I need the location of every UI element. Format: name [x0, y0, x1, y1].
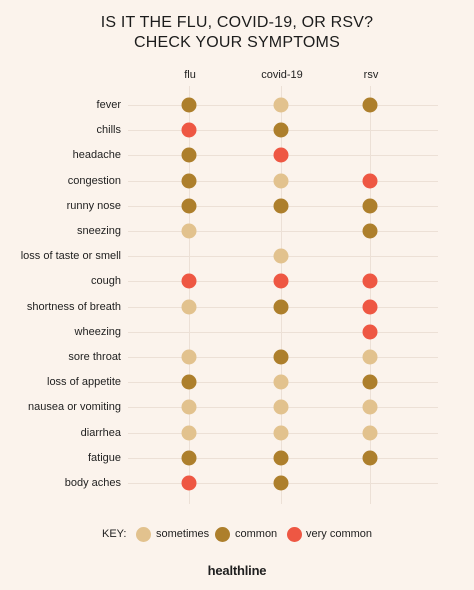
- dot-fever-rsv-common: [362, 97, 378, 113]
- symptom-label-runny-nose: runny nose: [66, 200, 121, 212]
- dot-wheezing-rsv-very-common: [362, 324, 378, 340]
- symptom-label-body-aches: body aches: [64, 477, 121, 489]
- dot-chills-flu-very-common: [181, 122, 197, 138]
- symptom-label-congestion: congestion: [67, 175, 121, 187]
- row-gridline: [128, 332, 438, 333]
- healthline-logo: healthline: [207, 563, 267, 578]
- dot-runny-nose-covid-common: [273, 198, 289, 214]
- chart-title: IS IT THE FLU, COVID-19, OR RSV? CHECK Y…: [0, 13, 474, 53]
- dot-congestion-covid-sometimes: [273, 173, 289, 189]
- symptom-label-sore-throat: sore throat: [68, 351, 121, 363]
- key-label-very-common: very common: [306, 528, 373, 540]
- dot-headache-covid-very-common: [273, 147, 289, 163]
- symptom-label-wheezing: wheezing: [74, 326, 121, 338]
- dot-fatigue-flu-common: [181, 450, 197, 466]
- column-header-flu: flu: [184, 69, 196, 81]
- dot-congestion-flu-common: [181, 173, 197, 189]
- key-dot-very-common: [287, 527, 302, 542]
- row-gridline: [128, 231, 438, 232]
- title-line-1: IS IT THE FLU, COVID-19, OR RSV?: [100, 14, 374, 31]
- symptom-label-loss-of-appetite: loss of appetite: [47, 376, 121, 388]
- key-label-common: common: [235, 528, 278, 540]
- symptom-label-headache: headache: [72, 149, 121, 161]
- dot-sore-throat-covid-common: [273, 349, 289, 365]
- dot-loss-of-appetite-rsv-common: [362, 374, 378, 390]
- column-header-covid-19: covid-19: [261, 69, 303, 81]
- symptom-label-diarrhea: diarrhea: [80, 427, 121, 439]
- dot-loss-of-appetite-flu-common: [181, 374, 197, 390]
- column-header-rsv: rsv: [363, 69, 379, 81]
- symptom-label-cough: cough: [91, 275, 121, 287]
- dot-body-aches-covid-common: [273, 475, 289, 491]
- grid-line-flu: [189, 86, 190, 504]
- dot-loss-of-taste-or-smell-covid-sometimes: [273, 248, 289, 264]
- symptom-label-loss-of-taste-or-smell: loss of taste or smell: [20, 250, 121, 262]
- symptom-label-sneezing: sneezing: [76, 225, 121, 237]
- dot-sore-throat-flu-sometimes: [181, 349, 197, 365]
- dot-cough-covid-very-common: [273, 273, 289, 289]
- symptom-label-chills: chills: [96, 124, 121, 136]
- dot-runny-nose-flu-common: [181, 198, 197, 214]
- symptom-label-nausea-or-vomiting: nausea or vomiting: [28, 401, 121, 413]
- key-title: KEY:: [102, 528, 127, 540]
- symptom-label-fever: fever: [96, 99, 121, 111]
- dot-shortness-of-breath-covid-common: [273, 299, 289, 315]
- dot-fever-flu-common: [181, 97, 197, 113]
- dot-nausea-or-vomiting-flu-sometimes: [181, 399, 197, 415]
- dot-body-aches-flu-very-common: [181, 475, 197, 491]
- dot-fatigue-rsv-common: [362, 450, 378, 466]
- grid-line-covid-19: [281, 86, 282, 504]
- key-label-sometimes: sometimes: [156, 528, 210, 540]
- dot-fever-covid-sometimes: [273, 97, 289, 113]
- dot-sneezing-rsv-common: [362, 223, 378, 239]
- dot-chills-covid-common: [273, 122, 289, 138]
- key-dot-common: [215, 527, 230, 542]
- dot-diarrhea-covid-sometimes: [273, 425, 289, 441]
- dot-fatigue-covid-common: [273, 450, 289, 466]
- dot-loss-of-appetite-covid-sometimes: [273, 374, 289, 390]
- dot-congestion-rsv-very-common: [362, 173, 378, 189]
- dot-sore-throat-rsv-sometimes: [362, 349, 378, 365]
- symptom-label-shortness-of-breath: shortness of breath: [26, 301, 121, 313]
- dot-headache-flu-common: [181, 147, 197, 163]
- dot-cough-rsv-very-common: [362, 273, 378, 289]
- dot-sneezing-flu-sometimes: [181, 223, 197, 239]
- dot-cough-flu-very-common: [181, 273, 197, 289]
- title-line-2: CHECK YOUR SYMPTOMS: [134, 34, 340, 51]
- dot-diarrhea-flu-sometimes: [181, 425, 197, 441]
- dot-nausea-or-vomiting-rsv-sometimes: [362, 399, 378, 415]
- dot-shortness-of-breath-rsv-very-common: [362, 299, 378, 315]
- symptom-label-fatigue: fatigue: [87, 452, 121, 464]
- dot-runny-nose-rsv-common: [362, 198, 378, 214]
- dot-shortness-of-breath-flu-sometimes: [181, 299, 197, 315]
- grid-line-rsv: [370, 86, 371, 504]
- dot-nausea-or-vomiting-covid-sometimes: [273, 399, 289, 415]
- key-dot-sometimes: [136, 527, 151, 542]
- dot-diarrhea-rsv-sometimes: [362, 425, 378, 441]
